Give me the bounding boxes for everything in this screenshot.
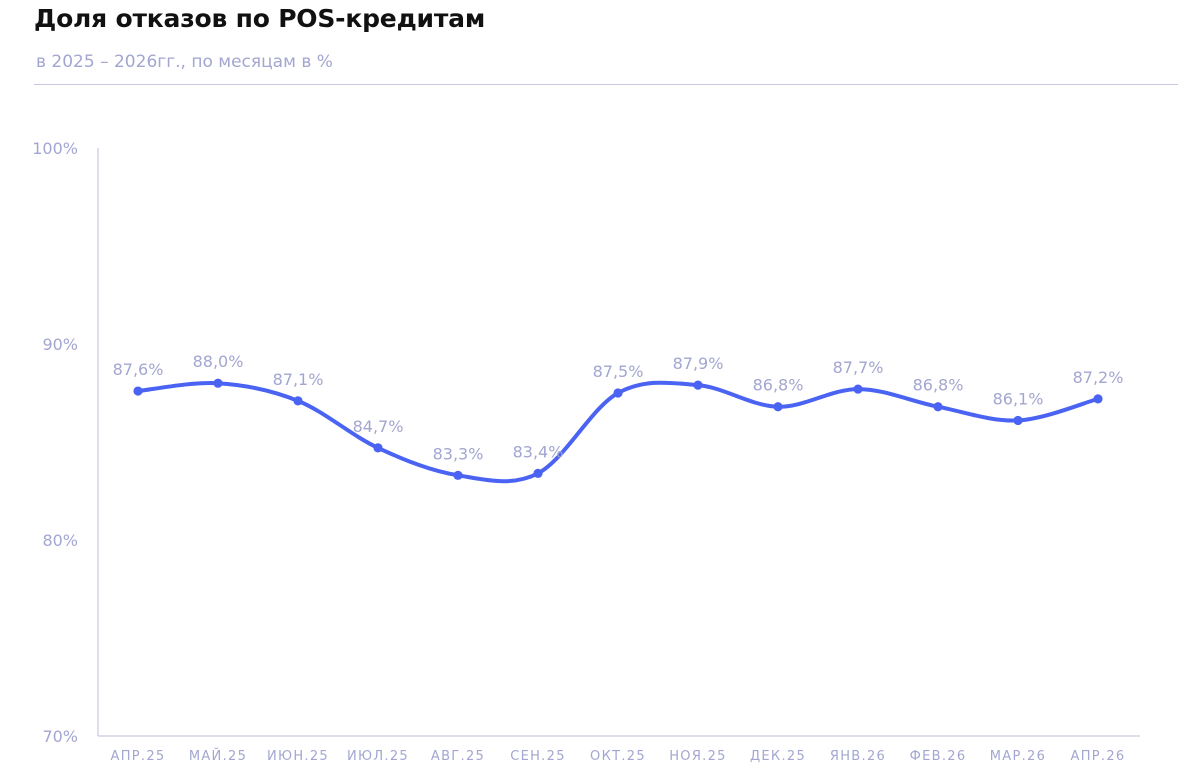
x-tick-label: АВГ.25 [431, 749, 485, 764]
header-divider [34, 84, 1178, 85]
data-point [933, 402, 943, 412]
data-point [613, 388, 623, 398]
data-label: 87,1% [273, 370, 324, 389]
data-label: 87,7% [833, 358, 884, 377]
chart-title: Доля отказов по POS-кредитам [34, 4, 486, 33]
data-point [853, 384, 863, 394]
data-labels: 87,6% 88,0% 87,1% 84,7% 83,3% 83,4% 87,5% 87,9%… [113, 352, 1124, 463]
x-tick-label: СЕН.25 [510, 749, 566, 764]
data-point [1013, 415, 1023, 426]
data-point [773, 402, 783, 412]
x-tick-label: ОКТ.25 [590, 749, 646, 764]
x-tick-label: АПР.26 [1071, 749, 1126, 764]
data-label: 83,4% [513, 442, 564, 461]
data-label: 84,7% [353, 417, 404, 436]
data-points [133, 378, 1103, 480]
chart-subtitle: в 2025 – 2026гг., по месяцам в % [36, 52, 333, 72]
data-label: 87,5% [593, 362, 644, 381]
data-label: 88,0% [193, 352, 244, 371]
x-tick-label: ДЕК.25 [750, 749, 806, 764]
data-label: 86,8% [913, 376, 964, 395]
x-tick-label: НОЯ.25 [669, 749, 727, 764]
x-tick-labels: АПР.25 МАЙ.25 ИЮН.25 ИЮЛ.25 АВГ.25 СЕН.25 ОКТ.… [111, 748, 1126, 764]
data-point [213, 378, 223, 388]
y-tick-label: 100% [32, 139, 78, 158]
data-label: 87,6% [113, 360, 164, 379]
data-label: 87,9% [673, 354, 724, 373]
data-point [133, 386, 143, 396]
y-tick-label: 90% [42, 335, 78, 354]
x-tick-label: ИЮН.25 [267, 749, 329, 764]
y-tick-label: 80% [42, 531, 78, 550]
data-label: 87,2% [1073, 368, 1124, 387]
x-tick-label: ФЕВ.26 [910, 749, 967, 764]
x-tick-label: АПР.25 [111, 749, 166, 764]
data-point [693, 380, 703, 390]
x-tick-label: ЯНВ.26 [830, 749, 886, 764]
x-tick-label: ИЮЛ.25 [347, 749, 409, 764]
y-tick-labels: 100% 90% 80% 70% [32, 139, 78, 746]
data-label: 83,3% [433, 444, 484, 463]
data-point [533, 468, 543, 478]
data-label: 86,1% [993, 389, 1044, 408]
data-point [453, 470, 463, 480]
y-tick-label: 70% [42, 727, 78, 746]
data-point [373, 443, 383, 453]
data-point [1093, 394, 1103, 404]
x-tick-label: МАР.26 [990, 749, 1046, 764]
data-label: 86,8% [753, 376, 804, 395]
x-tick-label: МАЙ.25 [189, 748, 247, 764]
data-point [293, 396, 303, 406]
